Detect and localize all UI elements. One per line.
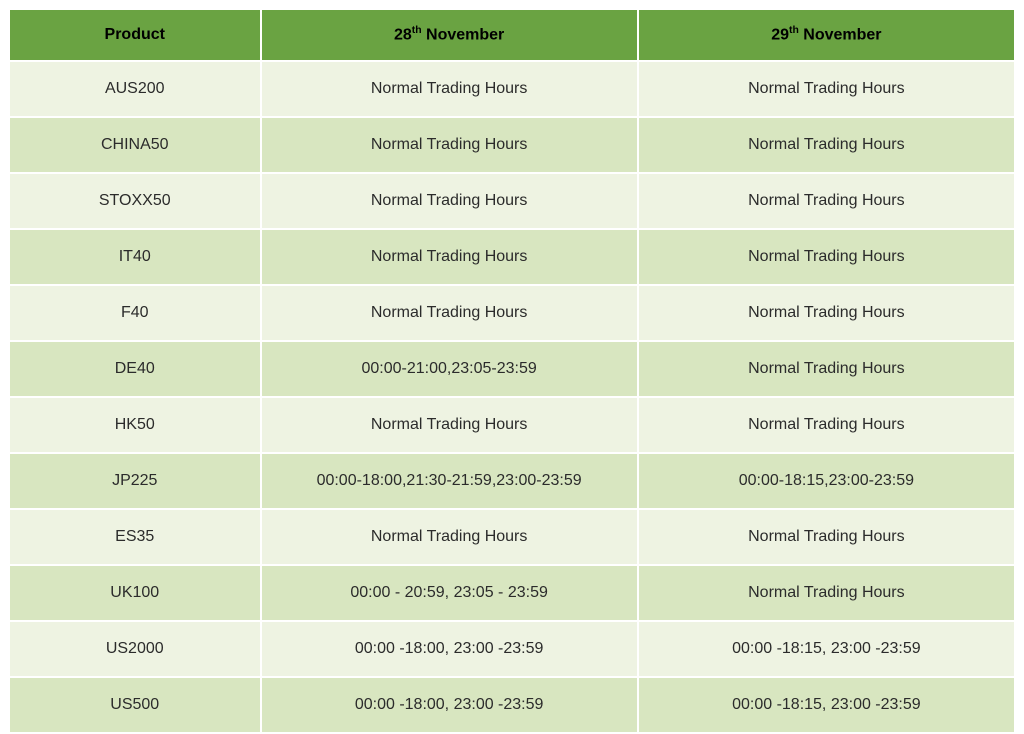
table-row: AUS200Normal Trading HoursNormal Trading… — [9, 61, 1015, 117]
table-row: ES35Normal Trading HoursNormal Trading H… — [9, 509, 1015, 565]
cell-product: ES35 — [9, 509, 261, 565]
cell-28nov: Normal Trading Hours — [261, 173, 638, 229]
cell-28nov: 00:00-21:00,23:05-23:59 — [261, 341, 638, 397]
table-row: STOXX50Normal Trading HoursNormal Tradin… — [9, 173, 1015, 229]
cell-product: UK100 — [9, 565, 261, 621]
cell-29nov: 00:00 -18:15, 23:00 -23:59 — [638, 677, 1015, 733]
cell-28nov: Normal Trading Hours — [261, 509, 638, 565]
cell-28nov: Normal Trading Hours — [261, 397, 638, 453]
header-28nov: 28th November — [261, 9, 638, 61]
cell-29nov: Normal Trading Hours — [638, 565, 1015, 621]
table-row: F40Normal Trading HoursNormal Trading Ho… — [9, 285, 1015, 341]
cell-29nov: Normal Trading Hours — [638, 509, 1015, 565]
table-row: UK10000:00 - 20:59, 23:05 - 23:59Normal … — [9, 565, 1015, 621]
cell-28nov: Normal Trading Hours — [261, 229, 638, 285]
cell-product: STOXX50 — [9, 173, 261, 229]
cell-product: DE40 — [9, 341, 261, 397]
cell-28nov: Normal Trading Hours — [261, 61, 638, 117]
cell-29nov: Normal Trading Hours — [638, 117, 1015, 173]
cell-29nov: Normal Trading Hours — [638, 229, 1015, 285]
table-body: AUS200Normal Trading HoursNormal Trading… — [9, 61, 1015, 733]
cell-28nov: 00:00 -18:00, 23:00 -23:59 — [261, 621, 638, 677]
cell-29nov: Normal Trading Hours — [638, 61, 1015, 117]
table-row: JP22500:00-18:00,21:30-21:59,23:00-23:59… — [9, 453, 1015, 509]
trading-hours-table: Product 28th November 29th November AUS2… — [8, 8, 1016, 734]
table-row: CHINA50Normal Trading HoursNormal Tradin… — [9, 117, 1015, 173]
cell-product: AUS200 — [9, 61, 261, 117]
header-29nov: 29th November — [638, 9, 1015, 61]
table-row: DE4000:00-21:00,23:05-23:59Normal Tradin… — [9, 341, 1015, 397]
header-row: Product 28th November 29th November — [9, 9, 1015, 61]
cell-29nov: 00:00 -18:15, 23:00 -23:59 — [638, 621, 1015, 677]
header-product: Product — [9, 9, 261, 61]
cell-29nov: Normal Trading Hours — [638, 173, 1015, 229]
cell-29nov: 00:00-18:15,23:00-23:59 — [638, 453, 1015, 509]
cell-product: JP225 — [9, 453, 261, 509]
table-row: HK50Normal Trading HoursNormal Trading H… — [9, 397, 1015, 453]
cell-product: US500 — [9, 677, 261, 733]
cell-product: IT40 — [9, 229, 261, 285]
cell-product: CHINA50 — [9, 117, 261, 173]
cell-28nov: 00:00 -18:00, 23:00 -23:59 — [261, 677, 638, 733]
cell-product: HK50 — [9, 397, 261, 453]
cell-29nov: Normal Trading Hours — [638, 397, 1015, 453]
cell-product: F40 — [9, 285, 261, 341]
cell-28nov: Normal Trading Hours — [261, 285, 638, 341]
cell-28nov: 00:00 - 20:59, 23:05 - 23:59 — [261, 565, 638, 621]
cell-28nov: Normal Trading Hours — [261, 117, 638, 173]
cell-28nov: 00:00-18:00,21:30-21:59,23:00-23:59 — [261, 453, 638, 509]
cell-29nov: Normal Trading Hours — [638, 341, 1015, 397]
cell-29nov: Normal Trading Hours — [638, 285, 1015, 341]
cell-product: US2000 — [9, 621, 261, 677]
table-row: US50000:00 -18:00, 23:00 -23:5900:00 -18… — [9, 677, 1015, 733]
trading-hours-table-container: Product 28th November 29th November AUS2… — [0, 0, 1024, 709]
table-row: IT40Normal Trading HoursNormal Trading H… — [9, 229, 1015, 285]
table-row: US200000:00 -18:00, 23:00 -23:5900:00 -1… — [9, 621, 1015, 677]
